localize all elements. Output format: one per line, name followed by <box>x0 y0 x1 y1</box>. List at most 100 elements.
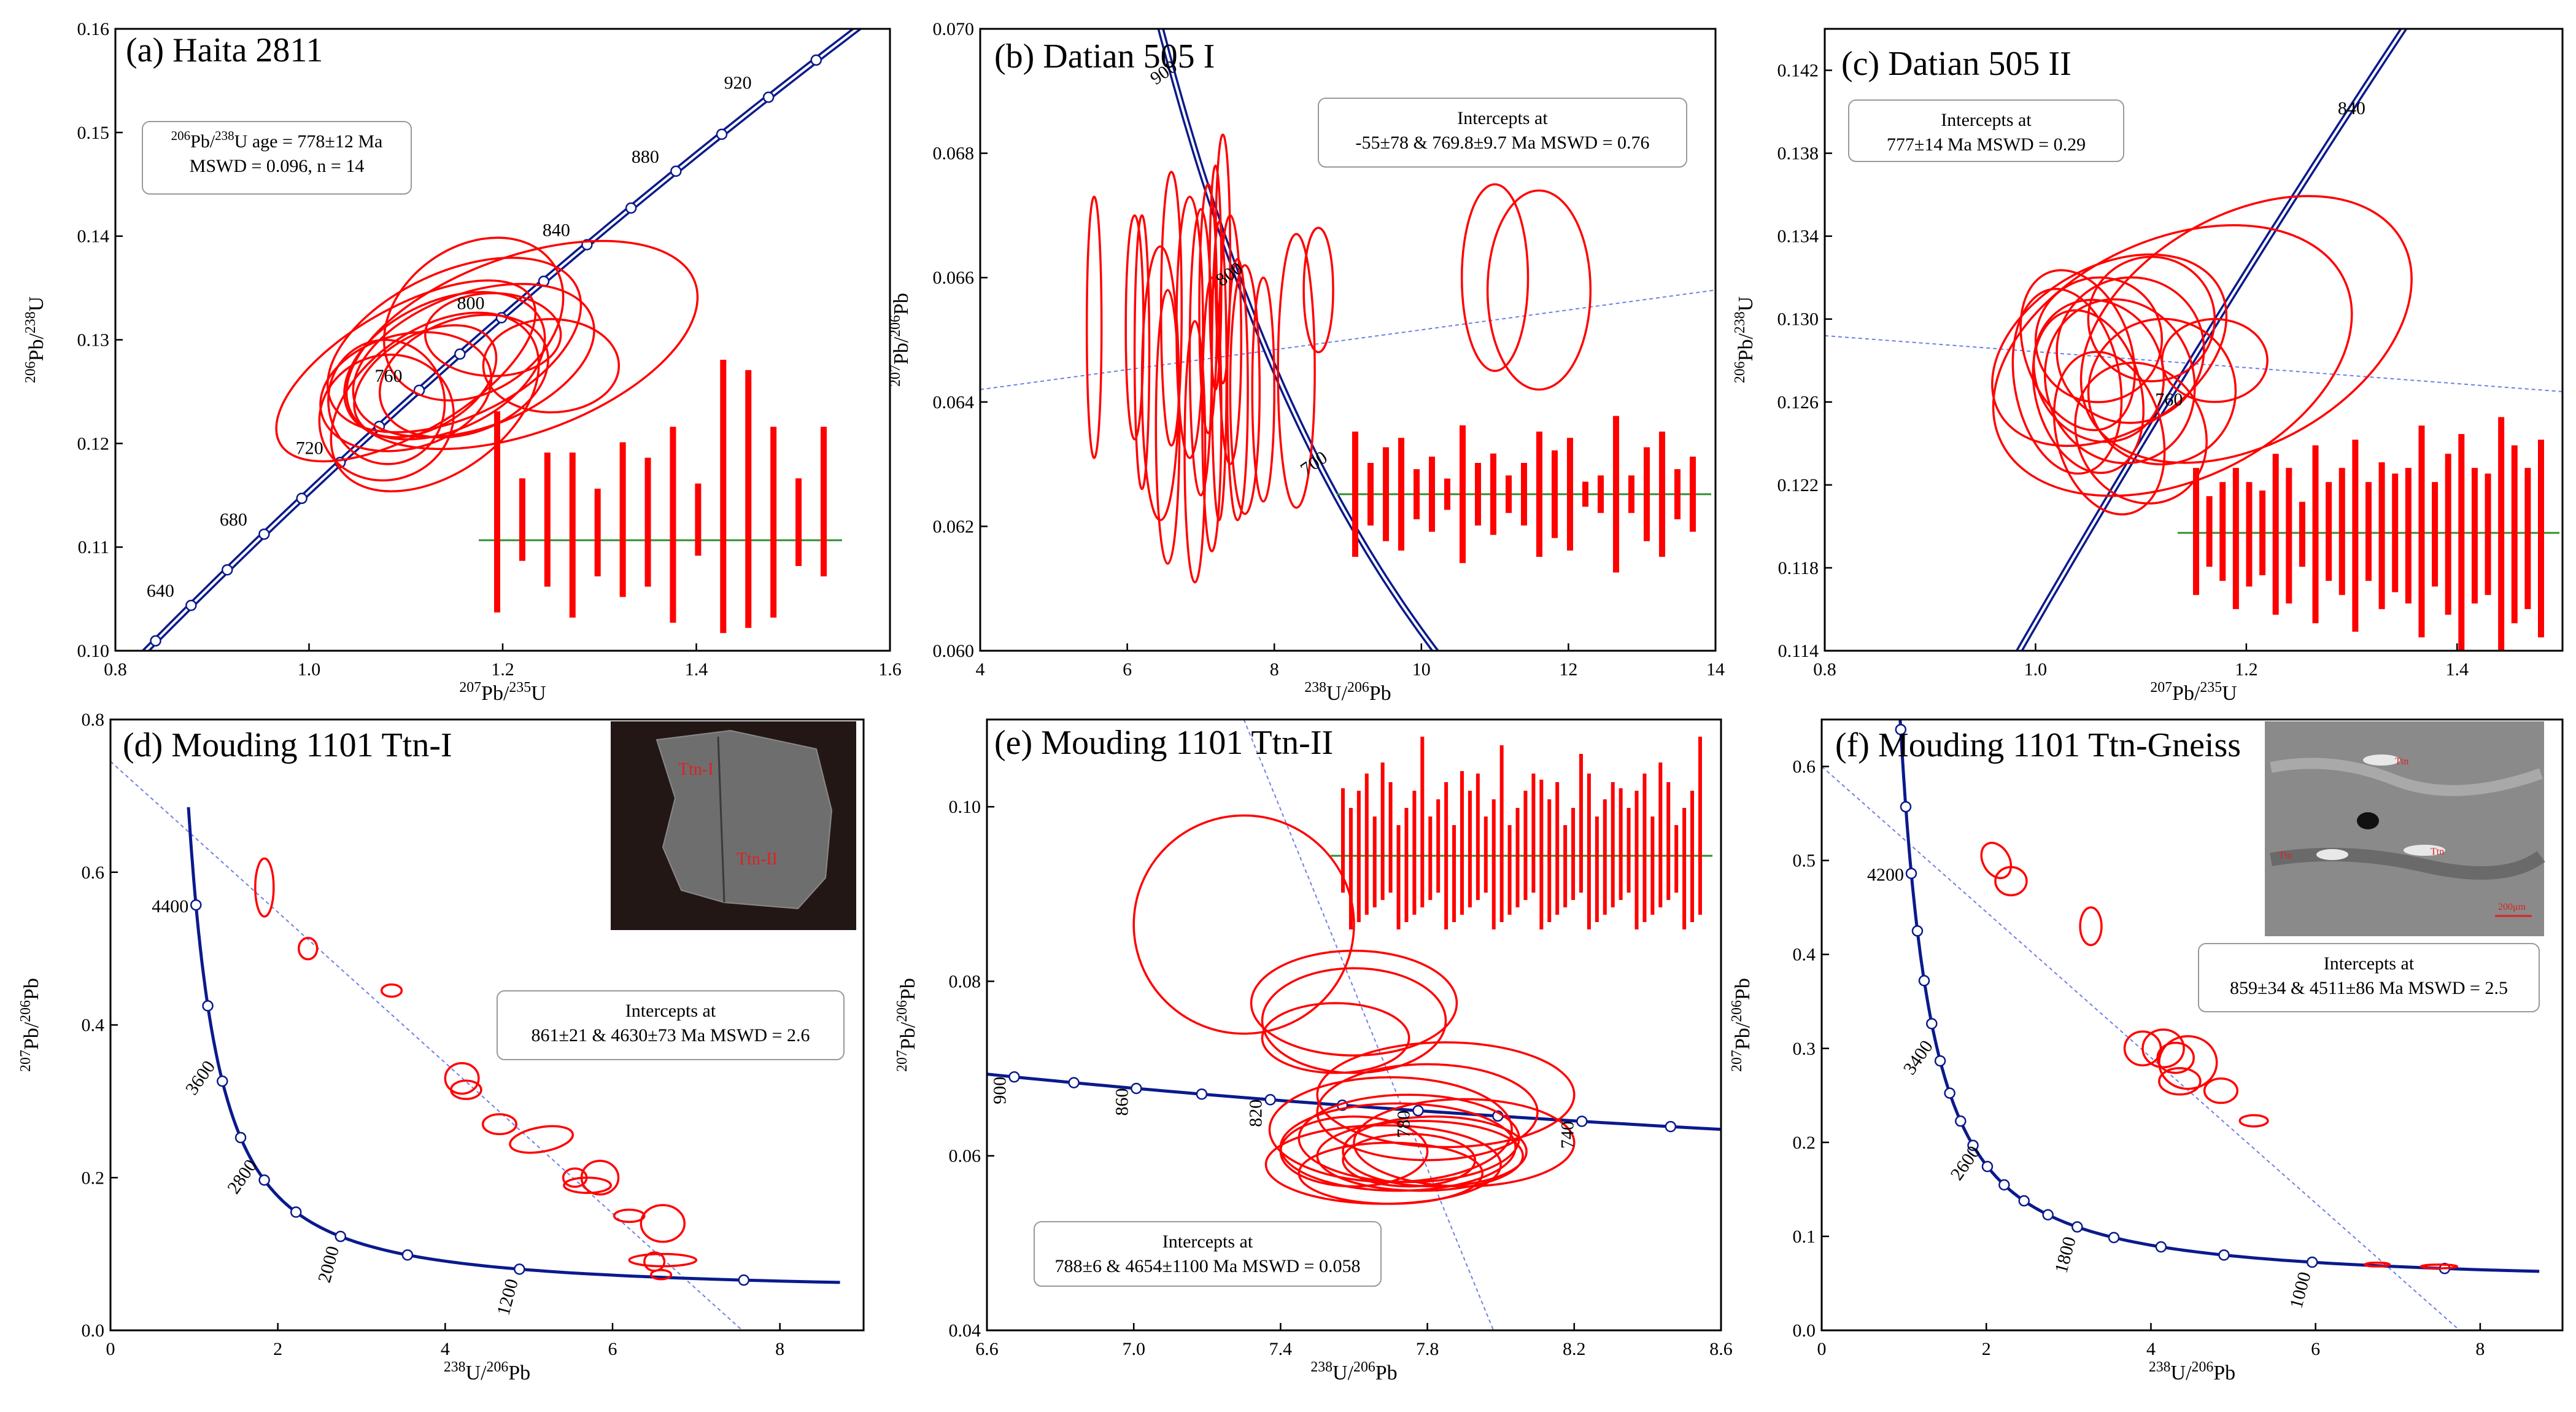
concordia-age-label: 1200 <box>493 1277 522 1317</box>
error-ellipse <box>2158 1035 2218 1090</box>
x-tick-label: 8 <box>2475 1339 2485 1359</box>
x-tick-label: 0.8 <box>1813 659 1836 680</box>
weighted-mean-bar <box>1412 791 1417 915</box>
concordia-marker <box>1944 1087 1955 1099</box>
annotation-text: MSWD = 0.096, n = 14 <box>190 156 365 176</box>
weighted-mean-bar <box>644 457 651 587</box>
error-ellipse <box>343 291 546 441</box>
weighted-mean-bar <box>2193 468 2199 595</box>
weighted-mean-bar <box>1352 432 1358 557</box>
label-part: / <box>1348 1362 1354 1384</box>
label-part: Pb <box>25 339 48 362</box>
error-ellipse <box>319 331 493 452</box>
x-tick-label: 4 <box>976 659 985 680</box>
label-superscript: 235 <box>2200 680 2222 696</box>
concordia-age-label: 840 <box>2338 98 2365 118</box>
error-ellipse <box>327 257 582 433</box>
weighted-mean-bar <box>1475 463 1481 526</box>
weighted-mean-bar <box>1626 808 1631 893</box>
label-superscript: 207 <box>459 680 481 696</box>
concordia-marker <box>2018 1195 2030 1207</box>
weighted-mean-bar <box>619 442 626 597</box>
concordia-marker <box>762 91 775 103</box>
panel-e: 900 860 820 780 740 6.6 7.0 7.4 7.8 8.2 8.6 0.04 0.0… <box>894 718 1733 1384</box>
concordia-marker <box>860 18 870 28</box>
y-tick-label: 0.6 <box>1793 757 1816 777</box>
concordia-marker <box>625 202 637 214</box>
weighted-mean-bar <box>1698 737 1702 915</box>
weighted-mean-bar <box>2432 482 2439 587</box>
label-part: Pb <box>897 978 919 1000</box>
weighted-mean-bar <box>1659 432 1665 557</box>
label-part: / <box>1735 333 1757 339</box>
label-superscript: 235 <box>509 680 531 696</box>
error-ellipse <box>1250 949 1458 1057</box>
y-tick-label: 0.4 <box>1793 945 1816 965</box>
error-ellipse <box>2079 906 2103 947</box>
error-ellipse <box>1277 233 1316 509</box>
error-ellipse <box>2079 195 2413 464</box>
annotation-text: Intercepts at <box>1457 108 1548 128</box>
concordia-age-label: 4200 <box>1867 865 1904 885</box>
weighted-mean-bar <box>720 360 727 634</box>
plot-area: 640 680 720 760 800 840 880 920 <box>141 18 870 651</box>
error-ellipse <box>450 1079 482 1100</box>
weighted-mean-bar <box>1539 780 1544 929</box>
regression-line <box>980 289 1715 390</box>
annotation-box <box>1034 1221 1382 1287</box>
y-axis-label: 207Pb/206Pb <box>888 293 913 387</box>
label-part: Pb <box>20 1028 43 1050</box>
label-superscript: 206 <box>1353 1359 1375 1375</box>
texture-band <box>2270 758 2543 796</box>
concordia-marker <box>1955 1115 1967 1127</box>
label-part: / <box>2194 682 2200 705</box>
concordia-age-label: 820 <box>1246 1100 1266 1127</box>
concordia-age-label: 3400 <box>1900 1037 1937 1079</box>
panel-frame <box>979 28 1717 652</box>
inset-label-ttn-ii: Ttn-II <box>737 850 778 869</box>
weighted-mean-bar <box>2219 482 2226 581</box>
error-ellipse <box>1486 189 1592 391</box>
label-superscript: 238 <box>215 128 234 143</box>
weighted-mean-bar <box>1398 438 1404 551</box>
panel-title: (e) Mouding 1101 Ttn-II <box>994 724 1333 762</box>
weighted-mean-bar <box>1428 817 1433 900</box>
error-ellipse <box>2419 1263 2459 1270</box>
x-tick-label: 10 <box>1412 659 1431 680</box>
concordia-age-label: 680 <box>220 510 247 530</box>
weighted-mean-bar <box>1364 774 1369 915</box>
weighted-mean-bar <box>1460 771 1464 915</box>
weighted-mean-bar <box>1682 808 1687 929</box>
weighted-mean-bar <box>544 452 551 587</box>
weighted-mean-bar <box>2392 473 2399 592</box>
weighted-mean-bar <box>1598 475 1604 513</box>
weighted-mean-bar <box>2206 496 2213 567</box>
y-tick-label: 0.142 <box>1777 61 1819 81</box>
y-tick-label: 0.062 <box>933 516 975 537</box>
annotation-text: 861±21 & 4630±73 Ma MSWD = 2.6 <box>531 1025 810 1045</box>
weighted-mean-bar <box>2365 482 2372 581</box>
weighted-mean-bar <box>1628 475 1634 513</box>
weighted-mean-bar <box>1507 825 1512 915</box>
concordia-marker <box>2155 1241 2167 1253</box>
concordia-age-label: 1800 <box>2051 1235 2079 1275</box>
y-tick-label: 0.06 <box>949 1146 981 1166</box>
weighted-mean-bar <box>1690 456 1696 532</box>
weighted-mean-bar <box>2511 445 2518 624</box>
x-tick-label: 1.2 <box>2235 659 2258 680</box>
concordia-marker <box>190 899 202 911</box>
x-tick-label: 1.0 <box>298 659 321 680</box>
error-ellipse <box>1268 1076 1513 1184</box>
weighted-mean-bar <box>1506 475 1512 513</box>
y-tick-label: 0.066 <box>933 268 975 288</box>
error-ellipse <box>1342 1115 1528 1188</box>
weighted-mean-bar <box>2445 454 2451 615</box>
concordia-age-label: 800 <box>457 293 484 314</box>
concordia-marker <box>217 1075 228 1087</box>
label-superscript: 206 <box>171 128 191 143</box>
weighted-mean-bar <box>1563 825 1568 907</box>
titanite-grain-shape <box>656 729 833 910</box>
concordia-marker <box>1905 867 1917 879</box>
error-ellipse <box>580 1160 620 1196</box>
inset-label-ttn-i: Ttn-I <box>678 760 714 779</box>
